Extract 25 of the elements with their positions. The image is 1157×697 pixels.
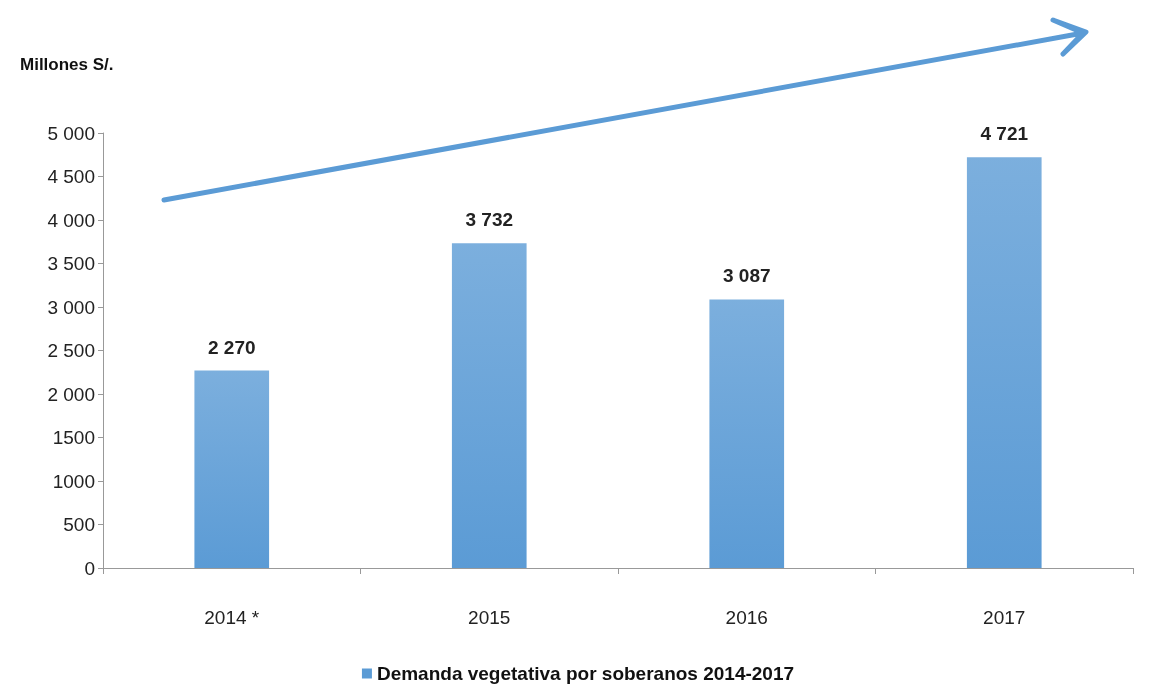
y-tick-label: 5 000 xyxy=(47,122,95,144)
x-tick-label: 2015 xyxy=(468,607,511,628)
bar xyxy=(709,299,785,568)
y-tick-label: 1500 xyxy=(52,427,95,448)
x-tick-label: 2016 xyxy=(725,607,768,628)
legend-label: Demanda vegetativa por soberanos 2014-2017 xyxy=(376,663,795,684)
y-tick-label: 1000 xyxy=(52,470,95,492)
y-tick-label: 500 xyxy=(63,514,95,535)
bar xyxy=(966,157,1042,568)
bar xyxy=(451,243,527,568)
y-tick-label: 0 xyxy=(84,557,95,579)
data-label: 4 721 xyxy=(980,123,1029,145)
data-label: 2 270 xyxy=(207,336,256,358)
y-tick-label: 4 000 xyxy=(47,209,95,231)
x-tick-label: 2014 * xyxy=(204,607,260,628)
bar xyxy=(194,370,270,568)
data-label: 3 732 xyxy=(465,209,514,231)
y-tick-label: 3 000 xyxy=(47,296,95,318)
x-tick-label: 2017 xyxy=(983,607,1026,628)
data-label: 3 087 xyxy=(722,265,771,287)
y-tick-label: 3 500 xyxy=(47,253,95,274)
y-tick-label: 2 500 xyxy=(47,340,95,361)
y-axis-title: Millones S/. xyxy=(20,55,114,74)
y-tick-label: 4 500 xyxy=(47,166,95,187)
y-tick-label: 2 000 xyxy=(47,383,95,405)
